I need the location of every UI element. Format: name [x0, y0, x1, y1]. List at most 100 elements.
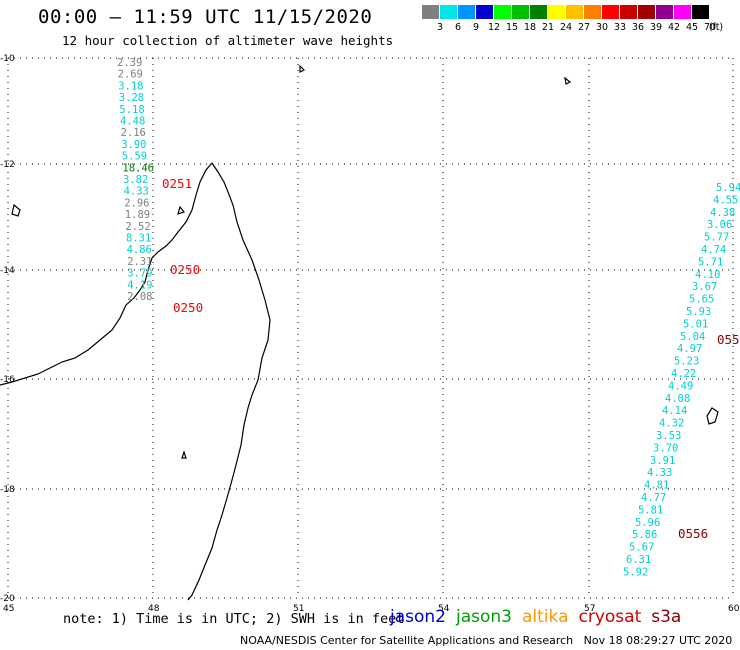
- wave-height-label: 4.10: [695, 269, 720, 281]
- satellite-jason3: jason3: [456, 607, 512, 627]
- pass-time-label: 0556: [717, 332, 740, 347]
- pass-time-label: 0250: [170, 262, 200, 277]
- wave-height-label: 5.71: [698, 256, 723, 268]
- wave-height-label: 5.77: [704, 232, 729, 244]
- wave-height-label: 8.31: [126, 233, 151, 245]
- legend-unit: (ft): [708, 22, 724, 33]
- lat-label: -20: [0, 594, 15, 604]
- wave-height-label: 3.67: [692, 281, 717, 293]
- legend-swatch-70: [692, 5, 710, 19]
- legend-swatch-12: [476, 5, 494, 19]
- wave-height-label: 5.18: [119, 104, 144, 116]
- legend-swatch-18: [512, 5, 530, 19]
- legend-swatch-15: [494, 5, 512, 19]
- lon-label: 60: [728, 604, 740, 614]
- wave-height-label: 5.81: [638, 504, 663, 516]
- legend-swatch-21: [530, 5, 548, 19]
- wave-height-label: 4.08: [665, 393, 690, 405]
- satellite-legend: jason2 jason3 altika cryosat s3a: [390, 607, 691, 627]
- wave-height-label: 5.67: [629, 542, 654, 554]
- footer-note: note: 1) Time is in UTC; 2) SWH is in fe…: [63, 611, 405, 627]
- legend-label-21: 21: [541, 22, 555, 33]
- legend-label-24: 24: [559, 22, 573, 33]
- wave-height-label: 4.38: [710, 207, 735, 219]
- wave-height-label: 4.19: [127, 279, 152, 291]
- legend-label-3: 3: [436, 22, 444, 33]
- color-legend: 3 6 9 12 15 18 21 24 27 30 33 36 39 42 45 70 (ft): [422, 5, 728, 33]
- map-title: 00:00 — 11:59 UTC 11/15/2020: [38, 6, 373, 28]
- legend-label-42: 42: [667, 22, 681, 33]
- credit-line: NOAA/NESDIS Center for Satellite Applica…: [240, 634, 733, 647]
- wave-height-label: 4.48: [120, 116, 145, 128]
- legend-label-33: 33: [613, 22, 627, 33]
- legend-swatch-42: [656, 5, 674, 19]
- wave-height-label: 3.90: [121, 139, 146, 151]
- island-small-4: [564, 76, 572, 85]
- legend-label-70: 70: [703, 22, 717, 33]
- wave-height-label: 4.22: [671, 368, 696, 380]
- wave-height-label: 2.08: [127, 291, 152, 303]
- wave-height-label: 3.79: [127, 268, 152, 280]
- wave-height-label: 2.52: [125, 221, 150, 233]
- wave-height-label: 4.55: [713, 194, 738, 206]
- wave-height-label: 2.39: [117, 57, 142, 69]
- legend-swatch-36: [620, 5, 638, 19]
- lat-label: -18: [0, 485, 15, 495]
- wave-height-label: 4.33: [647, 467, 672, 479]
- pass-time-label: 0556: [678, 526, 708, 541]
- legend-label-6: 6: [454, 22, 462, 33]
- island-small-3: [299, 64, 306, 73]
- wave-height-label: 5.65: [689, 294, 714, 306]
- lon-label: 51: [293, 604, 304, 614]
- wave-height-label: 4.32: [659, 418, 684, 430]
- madagascar-coastline-main: [187, 162, 271, 601]
- wave-height-label: 3.06: [707, 219, 732, 231]
- wave-height-label: 4.77: [641, 492, 666, 504]
- legend-label-39: 39: [649, 22, 663, 33]
- pass-time-label: 0250: [173, 300, 203, 315]
- legend-label-45: 45: [685, 22, 699, 33]
- lon-label: 45: [3, 604, 14, 614]
- wave-height-label: 2.69: [118, 69, 143, 81]
- wave-height-label: 3.53: [656, 430, 681, 442]
- island-small-6: [181, 450, 187, 459]
- legend-swatch-27: [566, 5, 584, 19]
- wave-height-label: 5.94: [716, 182, 740, 194]
- island-small-5: [706, 407, 719, 425]
- satellite-jason2: jason2: [390, 607, 446, 627]
- island-small-2: [177, 205, 186, 215]
- wave-height-label: 4.33: [124, 186, 149, 198]
- lat-label: -10: [0, 54, 15, 64]
- legend-swatch-45: [674, 5, 692, 19]
- legend-label-27: 27: [577, 22, 591, 33]
- wave-height-label: 5.92: [623, 566, 648, 578]
- wave-height-label: 2.16: [121, 127, 146, 139]
- wave-height-label: 5.59: [122, 151, 147, 163]
- legend-swatch-39: [638, 5, 656, 19]
- legend-label-18: 18: [523, 22, 537, 33]
- island-small-1: [11, 203, 21, 217]
- legend-label-12: 12: [487, 22, 501, 33]
- legend-swatch-3: [422, 5, 440, 19]
- wave-height-label: 4.86: [127, 244, 152, 256]
- legend-swatch-33: [602, 5, 620, 19]
- wave-height-label: 5.01: [683, 318, 708, 330]
- wave-height-label: 18.46: [122, 162, 154, 174]
- altimeter-track-west: 2.392.693.183.285.184.482.163.905.5918.4…: [117, 57, 203, 315]
- lat-label: -16: [0, 375, 15, 385]
- wave-height-label: 2.96: [124, 197, 149, 209]
- wave-height-label: 4.81: [644, 480, 669, 492]
- legend-label-36: 36: [631, 22, 645, 33]
- lon-label: 54: [438, 604, 450, 614]
- lat-label: -12: [0, 160, 15, 170]
- wave-height-label: 5.93: [686, 306, 711, 318]
- legend-swatch-24: [548, 5, 566, 19]
- satellite-s3a: s3a: [651, 607, 682, 627]
- wave-height-label: 4.49: [668, 380, 693, 392]
- lat-lon-grid: [7, 57, 734, 599]
- madagascar-coastline-northwest: [0, 162, 213, 386]
- wave-height-label: 5.96: [635, 517, 660, 529]
- wave-height-label: 5.04: [680, 331, 705, 343]
- wave-height-label: 6.31: [626, 554, 651, 566]
